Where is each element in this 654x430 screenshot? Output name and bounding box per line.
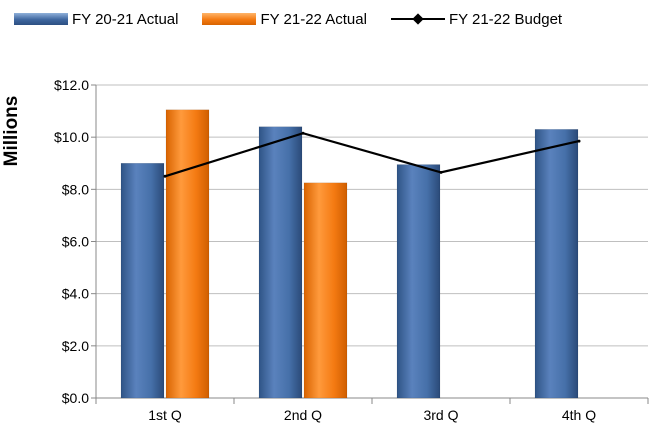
y-tick-label: $0.0 (62, 390, 89, 406)
legend-label: FY 21-22 Actual (260, 10, 367, 28)
line-point-budget (301, 131, 305, 135)
y-tick-label: $10.0 (54, 129, 89, 145)
legend-item-fy2122-budget: FY 21-22 Budget (390, 10, 563, 28)
y-tick-label: $6.0 (62, 234, 89, 250)
y-tick-label: $4.0 (62, 286, 89, 302)
line-point-budget (577, 139, 581, 143)
legend-item-fy2021-actual: FY 20-21 Actual (14, 11, 178, 28)
line-series-budget (164, 132, 580, 178)
bar-fy-21-22-actual-2nd-q (303, 182, 348, 399)
legend-label: FY 20-21 Actual (72, 10, 179, 28)
line-point-budget (163, 174, 167, 178)
bar-fy-20-21-actual-2nd-q (258, 126, 303, 399)
x-tick-label: 2nd Q (284, 407, 322, 423)
x-tick-label: 4th Q (562, 407, 596, 423)
x-tick-label: 1st Q (148, 407, 182, 423)
bar-fy-20-21-actual-4th-q (534, 129, 579, 399)
legend-label: FY 21-22 Budget (448, 10, 563, 28)
x-tick-label: 3rd Q (423, 407, 458, 423)
bar-fy-21-22-actual-1st-q (165, 109, 210, 399)
legend-swatch-blue (14, 13, 68, 25)
legend-item-fy2122-actual: FY 21-22 Actual (202, 10, 367, 28)
bar-fy-20-21-actual-1st-q (120, 163, 165, 399)
legend-swatch-line (390, 13, 445, 25)
line-point-budget (439, 170, 443, 174)
legend-swatch-orange (202, 13, 257, 25)
legend: FY 20-21 Actual FY 21-22 Actual FY 21-22… (14, 8, 586, 30)
bar-fy-20-21-actual-3rd-q (396, 164, 441, 399)
y-tick-label: $12.0 (54, 77, 89, 93)
y-tick-label: $8.0 (62, 181, 89, 197)
y-tick-label: $2.0 (62, 338, 89, 354)
